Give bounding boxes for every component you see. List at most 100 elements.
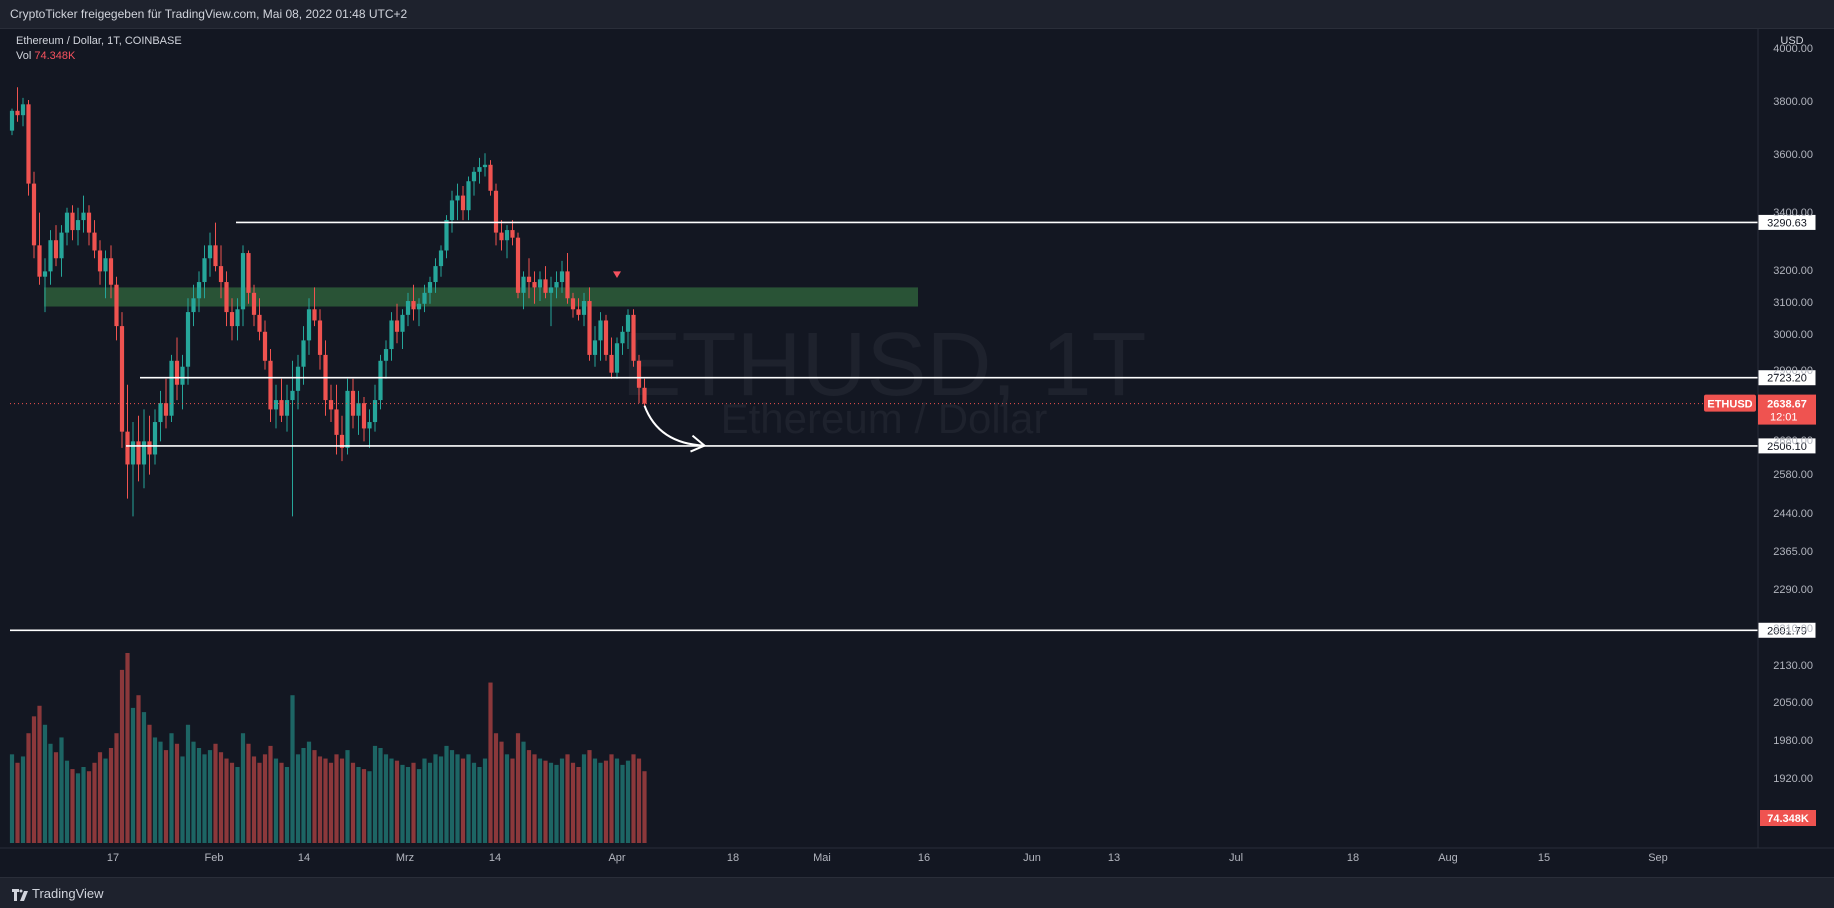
candle[interactable] (609, 337, 614, 379)
candle[interactable] (97, 240, 103, 285)
candle[interactable] (521, 271, 526, 310)
candle[interactable] (614, 337, 620, 379)
candle[interactable] (493, 183, 499, 246)
candle[interactable] (625, 309, 631, 350)
candle[interactable] (587, 287, 592, 361)
candle[interactable] (306, 298, 312, 355)
candle[interactable] (103, 250, 108, 299)
candle[interactable] (174, 337, 180, 401)
candle[interactable] (416, 298, 422, 327)
candle[interactable] (559, 260, 565, 293)
currency-label[interactable]: USD (1780, 35, 1803, 47)
candle[interactable] (42, 258, 48, 313)
candle[interactable] (218, 245, 224, 299)
candle[interactable] (488, 160, 493, 196)
candle[interactable] (532, 271, 537, 304)
candle[interactable] (158, 390, 163, 442)
candle[interactable] (400, 309, 405, 350)
candle[interactable] (515, 232, 521, 299)
candle[interactable] (411, 284, 416, 321)
candle[interactable] (427, 276, 433, 304)
candle[interactable] (526, 258, 532, 299)
candle[interactable] (499, 220, 504, 251)
candle[interactable] (268, 349, 273, 423)
candle[interactable] (548, 276, 554, 327)
candle[interactable] (262, 320, 268, 370)
candle[interactable] (603, 314, 609, 361)
candle[interactable] (295, 354, 301, 410)
candle[interactable] (334, 384, 339, 455)
candle[interactable] (9, 108, 15, 136)
candle[interactable] (598, 312, 603, 361)
candle[interactable] (350, 378, 356, 429)
candle[interactable] (471, 167, 477, 196)
candle[interactable] (405, 292, 411, 327)
projection-arrow[interactable] (643, 405, 705, 447)
tradingview-logo[interactable]: TradingView (12, 886, 104, 901)
candle[interactable] (433, 258, 438, 293)
candle[interactable] (257, 298, 262, 341)
candle[interactable] (141, 409, 147, 489)
candle[interactable] (631, 309, 636, 367)
candle[interactable] (378, 354, 383, 410)
candle[interactable] (345, 378, 350, 455)
candle[interactable] (70, 205, 75, 241)
candle[interactable] (273, 384, 279, 429)
candle[interactable] (235, 298, 240, 341)
candle[interactable] (510, 220, 515, 246)
time-axis[interactable]: 17 Feb 14 Mrz 14 Apr 18 Mai 16 Jun 13 Jul 18 Aug 15 Sep (0, 847, 1834, 864)
candle[interactable] (240, 245, 246, 327)
candle[interactable] (581, 292, 587, 327)
candle[interactable] (185, 298, 191, 385)
candle[interactable] (15, 87, 20, 122)
candle[interactable] (537, 271, 543, 302)
candle[interactable] (565, 253, 570, 304)
candle[interactable] (422, 284, 427, 313)
candle[interactable] (444, 215, 449, 259)
candle[interactable] (86, 205, 92, 246)
candle[interactable] (31, 171, 37, 259)
candle[interactable] (504, 225, 510, 259)
candle[interactable] (394, 303, 400, 344)
candle[interactable] (449, 190, 455, 233)
candle[interactable] (207, 232, 213, 277)
candle[interactable] (246, 250, 251, 304)
candle[interactable] (196, 271, 202, 313)
candle[interactable] (169, 354, 174, 423)
candle[interactable] (279, 378, 284, 423)
candle[interactable] (620, 326, 625, 355)
candle[interactable] (125, 384, 130, 499)
candle[interactable] (81, 195, 86, 233)
candle[interactable] (213, 222, 218, 272)
candle[interactable] (130, 422, 136, 517)
candle[interactable] (119, 312, 125, 448)
candle[interactable] (339, 415, 345, 462)
candle[interactable] (108, 245, 114, 299)
candle[interactable] (543, 266, 548, 299)
candle[interactable] (576, 298, 581, 321)
candle[interactable] (114, 276, 119, 341)
candle[interactable] (328, 384, 334, 423)
candle[interactable] (482, 153, 488, 177)
candle[interactable] (59, 225, 64, 277)
candle[interactable] (636, 354, 642, 404)
candle[interactable] (466, 176, 471, 221)
candle[interactable] (180, 354, 185, 410)
candle[interactable] (251, 284, 257, 327)
candle[interactable] (152, 409, 158, 465)
support-zone[interactable] (44, 287, 918, 307)
candle[interactable] (570, 292, 576, 318)
candle[interactable] (290, 360, 295, 517)
candle[interactable] (317, 309, 323, 370)
candle[interactable] (229, 298, 235, 341)
candle[interactable] (460, 185, 466, 221)
candle[interactable] (367, 409, 372, 448)
candle[interactable] (477, 157, 482, 184)
candle[interactable] (53, 225, 59, 267)
candle[interactable] (26, 100, 31, 196)
candle[interactable] (224, 271, 229, 327)
candle[interactable] (75, 207, 81, 246)
candle[interactable] (37, 212, 42, 285)
candle[interactable] (48, 230, 53, 285)
candle[interactable] (372, 384, 378, 432)
